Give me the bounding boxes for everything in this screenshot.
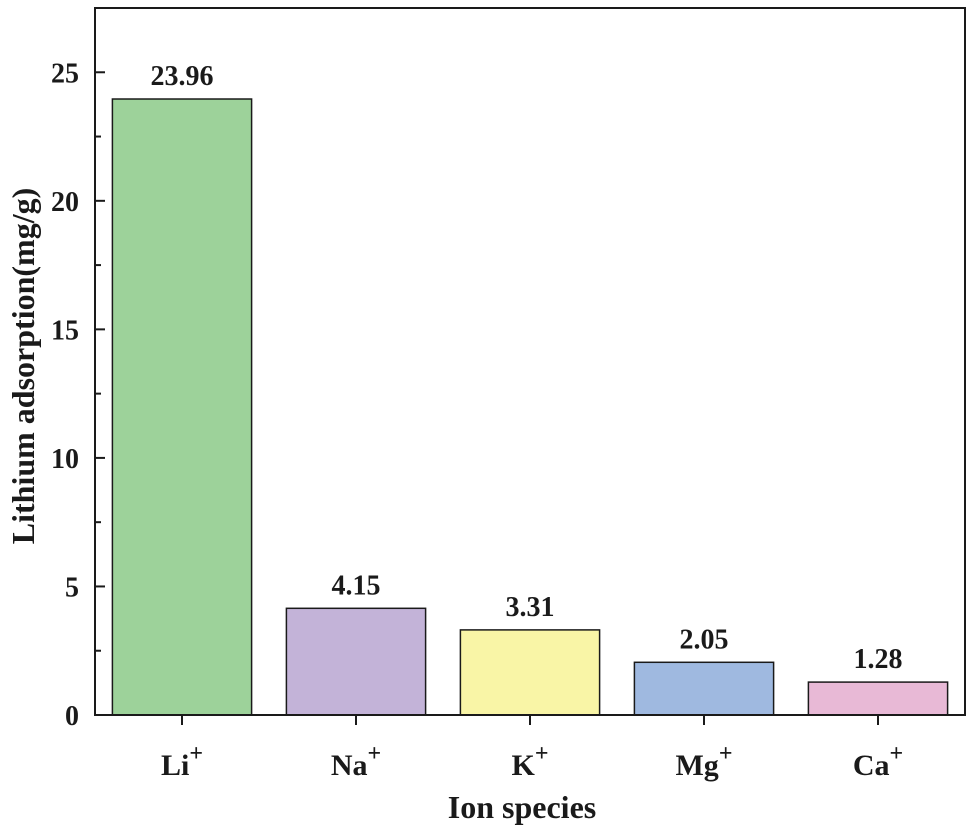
- y-axis-title: Lithium adsorption(mg/g): [5, 188, 41, 544]
- bar-value-label: 1.28: [854, 644, 903, 675]
- bar-li: [111, 98, 253, 716]
- x-tick-label: Li+: [161, 741, 203, 782]
- y-tick-label: 0: [65, 701, 79, 732]
- x-tick-label: Ca+: [853, 741, 903, 782]
- bar-value-label: 4.15: [332, 570, 381, 601]
- y-tick-label: 15: [51, 315, 79, 346]
- bar-na: [285, 607, 427, 716]
- y-tick-label: 5: [65, 572, 79, 603]
- y-tick-label: 20: [51, 187, 79, 218]
- bar-mg: [633, 661, 775, 716]
- value-labels: 23.96 4.15 3.31 2.05 1.28: [151, 61, 903, 675]
- bar-k: [459, 629, 601, 716]
- category-labels: Li+ Na+ K+ Mg+ Ca+: [161, 741, 903, 782]
- bar-ca: [807, 681, 949, 716]
- y-tick-label: 25: [51, 58, 79, 89]
- x-tick-label: Na+: [331, 741, 381, 782]
- y-axis-ticks: 0 5 10 15 20 25: [51, 7, 879, 732]
- x-tick-label: Mg+: [675, 741, 732, 782]
- plot-frame: [94, 7, 966, 716]
- bars: [111, 98, 949, 716]
- bar-value-label: 3.31: [506, 592, 555, 623]
- bar-value-label: 2.05: [680, 624, 729, 655]
- y-tick-label: 10: [51, 444, 79, 475]
- x-axis-title: Ion species: [448, 789, 596, 825]
- x-tick-label: K+: [511, 741, 548, 782]
- bar-value-label: 23.96: [151, 61, 214, 92]
